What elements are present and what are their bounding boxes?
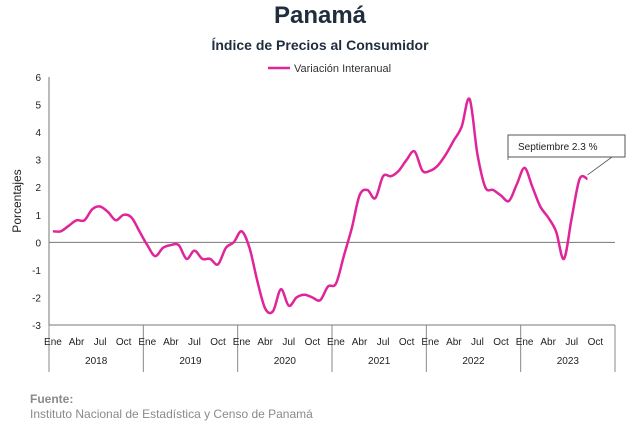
year-label: 2023 — [557, 356, 580, 367]
y-tick-label: 6 — [35, 73, 41, 84]
chart-title: Panamá — [273, 2, 367, 29]
y-tick-label: 0 — [35, 238, 41, 249]
month-label: Jul — [188, 337, 201, 348]
y-tick-label: 5 — [35, 101, 41, 112]
series-line-variacion-interanual — [52, 97, 589, 315]
month-label: Ene — [421, 337, 439, 348]
month-label: Ene — [516, 337, 534, 348]
month-label: Abr — [163, 337, 179, 348]
annotation-text: Septiembre 2.3 % — [518, 142, 598, 153]
y-tick-label: 3 — [35, 156, 41, 167]
y-axis-label: Porcentajes — [10, 169, 24, 232]
month-label: Oct — [305, 337, 321, 348]
year-label: 2019 — [179, 356, 202, 367]
chart-subtitle: Índice de Precios al Consumidor — [211, 37, 429, 53]
year-label: 2022 — [462, 356, 485, 367]
month-label: Jul — [565, 337, 578, 348]
month-label: Abr — [257, 337, 273, 348]
month-label: Ene — [44, 337, 62, 348]
month-label: Oct — [399, 337, 415, 348]
month-label: Jul — [377, 337, 390, 348]
annotation-box — [507, 134, 626, 158]
month-label: Abr — [352, 337, 368, 348]
month-label: Oct — [210, 337, 226, 348]
month-label: Ene — [327, 337, 345, 348]
month-label: Jul — [94, 337, 107, 348]
source-text: Instituto Nacional de Estadística y Cens… — [30, 407, 313, 421]
y-tick-label: 1 — [35, 211, 41, 222]
y-tick-label: 4 — [35, 128, 41, 139]
annotation-leader — [587, 156, 613, 176]
month-label: Oct — [588, 337, 604, 348]
y-tick-label: -1 — [32, 266, 41, 277]
month-label: Oct — [116, 337, 132, 348]
month-label: Jul — [282, 337, 295, 348]
y-tick-label: 2 — [35, 183, 41, 194]
month-label: Ene — [138, 337, 156, 348]
month-label: Abr — [446, 337, 462, 348]
year-label: 2021 — [368, 356, 391, 367]
source-label: Fuente: — [30, 392, 74, 406]
month-label: Jul — [471, 337, 484, 348]
month-label: Abr — [540, 337, 556, 348]
legend-label: Variación Interanual — [294, 63, 391, 75]
y-tick-label: -2 — [32, 293, 41, 304]
year-label: 2018 — [85, 356, 108, 367]
y-tick-label: -3 — [32, 321, 41, 332]
month-label: Ene — [233, 337, 251, 348]
year-label: 2020 — [274, 356, 297, 367]
month-label: Oct — [493, 337, 509, 348]
month-label: Abr — [69, 337, 85, 348]
